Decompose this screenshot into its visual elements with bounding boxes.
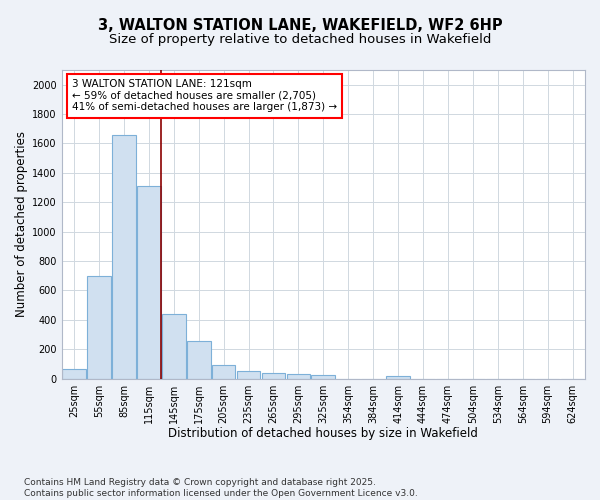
Bar	[287, 374, 310, 378]
Y-axis label: Number of detached properties: Number of detached properties	[15, 132, 28, 318]
Text: 3 WALTON STATION LANE: 121sqm
← 59% of detached houses are smaller (2,705)
41% o: 3 WALTON STATION LANE: 121sqm ← 59% of d…	[72, 80, 337, 112]
X-axis label: Distribution of detached houses by size in Wakefield: Distribution of detached houses by size …	[169, 427, 478, 440]
Text: Contains HM Land Registry data © Crown copyright and database right 2025.
Contai: Contains HM Land Registry data © Crown c…	[24, 478, 418, 498]
Bar	[162, 314, 185, 378]
Text: 3, WALTON STATION LANE, WAKEFIELD, WF2 6HP: 3, WALTON STATION LANE, WAKEFIELD, WF2 6…	[98, 18, 502, 32]
Bar	[386, 376, 410, 378]
Bar	[187, 341, 211, 378]
Bar	[262, 372, 286, 378]
Bar	[62, 369, 86, 378]
Bar	[212, 366, 235, 378]
Bar	[237, 370, 260, 378]
Bar	[112, 134, 136, 378]
Bar	[311, 375, 335, 378]
Bar	[137, 186, 161, 378]
Text: Size of property relative to detached houses in Wakefield: Size of property relative to detached ho…	[109, 32, 491, 46]
Bar	[87, 276, 111, 378]
